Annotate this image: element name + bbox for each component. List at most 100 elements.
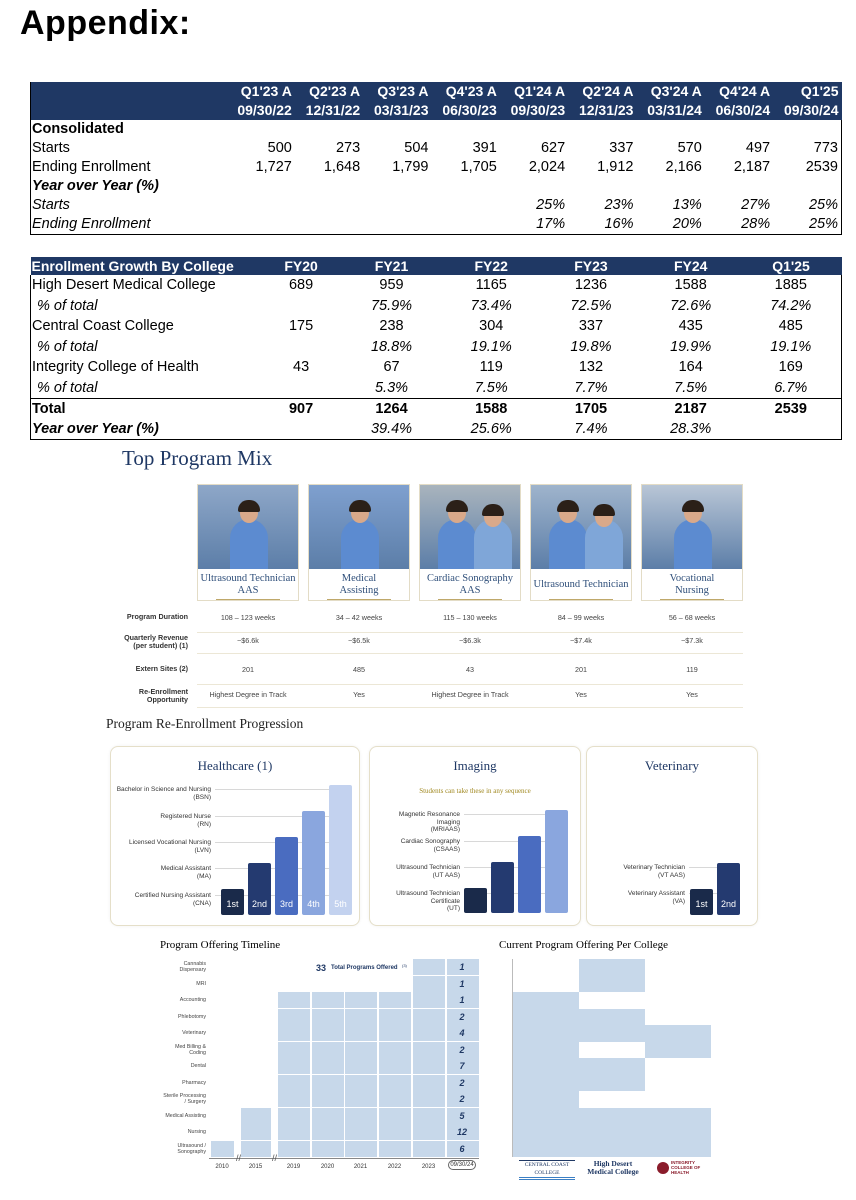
timeline-program-label: Medical Assisting [160,1113,206,1119]
offering-cell [513,1074,579,1091]
col-header: Q3'24 A [636,82,705,101]
timeline-cell [277,1140,310,1157]
program-card: Medical Assisting [308,484,410,601]
cell: 1,727 [255,159,292,175]
cell: 2,187 [733,159,771,175]
cell [363,215,432,235]
seal-icon [657,1161,669,1174]
timeline-cell [446,1140,479,1157]
timeline-cell [378,1140,411,1157]
table-row: % of total 18.8% 19.1% 19.8% 19.9% 19.1% [30,336,842,357]
timeline-cell [378,1008,411,1025]
cell: 28.3% [640,418,741,440]
header-spacer [30,82,227,101]
page-title: Appendix: [20,4,191,42]
program-value: 119 [686,665,698,674]
cell: 19.8% [570,338,612,355]
offering-cell [645,1025,711,1042]
timeline-cell [412,975,445,992]
step-label: Licensed Vocational Nursing (LVN) [115,839,211,854]
program-photo [531,485,631,569]
timeline-cell [378,1107,411,1124]
offering-cell [579,1107,645,1124]
row-label: High Desert Medical College [30,275,261,296]
program-value: 43 [466,665,474,674]
cell [226,215,295,235]
label-line: Medical Assisting [165,1112,206,1119]
healthcare-panel: Healthcare (1) Bachelor in Science and N… [110,746,360,926]
col-date: 03/31/23 [363,101,432,120]
cell: 7.4% [541,418,641,440]
program-row-label-line: Program Duration [126,612,188,621]
timeline-cell [311,1091,344,1107]
row-label: Starts [30,196,227,215]
timeline-year: 2022 [387,1164,402,1170]
col-header: FY23 [541,257,641,275]
offering-cell [645,1041,711,1058]
timeline-cell [446,1124,479,1140]
program-name-line2: Assisting [339,585,379,596]
timeline-program-label: Cannabis Dispensary [160,961,207,973]
program-name-line1: Vocational [669,573,715,584]
cell: 570 [677,140,702,156]
timeline-cell [412,959,445,975]
cell: 2539 [740,397,842,419]
col-header: Q1'24 A [499,82,569,101]
college-name: INTEGRITY COLLEGE OF HEALTH [671,1160,701,1175]
offering-cell [579,1008,645,1025]
timeline-cell [446,1107,479,1124]
cell: 504 [404,140,429,156]
program-value: ~$7.3k [681,636,703,645]
program-count: 2 [459,1044,465,1055]
offering-cell [579,959,645,976]
timeline-cell [412,1041,445,1058]
reenrollment-title: Program Re-Enrollment Progression [106,716,304,731]
step-label-line: (BSN) [193,793,211,801]
cell: 6.7% [740,377,842,398]
row-label: Ending Enrollment [30,215,227,235]
step-bar: 2nd [717,863,740,915]
col-header: Q1'25 [740,257,842,275]
timeline-cell [311,1025,344,1041]
section-label: Consolidated [30,120,842,139]
timeline-cell [378,1041,411,1058]
cell: 20% [636,215,705,235]
col-date: 09/30/22 [226,101,295,120]
header-row-2: 09/30/22 12/31/22 03/31/23 06/30/23 09/3… [30,101,842,120]
table-row: Central Coast College 175 238 304 337 435 485 [30,316,842,337]
step-label-line: (UT) [447,905,460,912]
timeline-program-label: MRI [160,981,206,987]
timeline-cell [378,1091,411,1107]
timeline-cell [311,1107,344,1124]
person-figure [341,519,379,569]
timeline-cell [344,1008,377,1025]
cell: 238 [379,318,404,335]
offering-cell [513,1140,579,1157]
col-header: FY20 [260,257,342,275]
col-date: 06/30/23 [431,101,500,120]
grid-line [464,867,564,868]
cell: 7.5% [474,379,508,396]
step-bar: 1st [690,889,713,915]
offering-cell [513,1025,579,1042]
row-divider [197,632,743,633]
cell [363,196,431,215]
step-label-line: (UT AAS) [432,871,460,879]
cell: 1,705 [460,159,497,175]
program-value: Yes [686,690,698,699]
col-header: Q4'23 A [431,82,500,101]
cell: 2539 [773,158,843,177]
offering-cell [645,1140,711,1157]
program-row-label-line: Quarterly Revenue [124,633,188,642]
step-label-line: Licensed Vocational Nursing [128,839,211,846]
cell [261,296,342,317]
program-value: 201 [575,665,587,674]
timeline-cell [378,1058,411,1074]
col-header: Q1'25 [773,82,842,101]
label-line: Ultrasound / [177,1142,206,1149]
label-line: Dental [190,1063,206,1069]
imaging-title: Imaging [453,758,497,773]
grid-line [464,814,564,815]
cell: 74.2% [740,295,842,316]
program-value: 201 [242,665,254,674]
